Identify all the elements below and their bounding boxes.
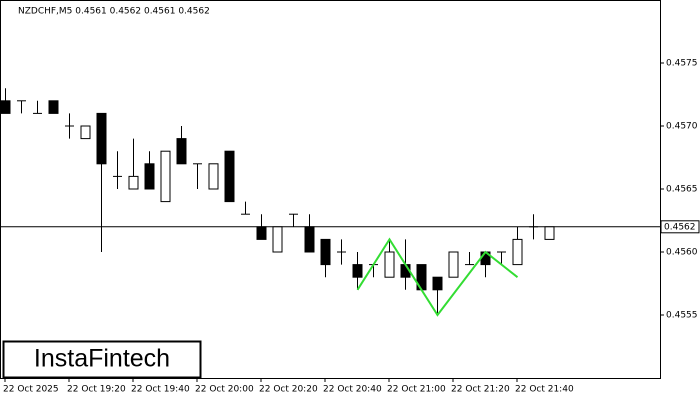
x-tick-label: 22 Oct 21:40 — [515, 385, 574, 395]
candle-body — [448, 251, 459, 278]
candle-body — [160, 150, 171, 203]
candle-body — [272, 226, 283, 253]
candle-body — [352, 264, 363, 278]
price-label: 0.4562 — [664, 222, 696, 232]
y-tick-label: 0.4565 — [666, 185, 698, 195]
candle-body — [128, 175, 139, 190]
candle-body — [96, 112, 107, 165]
y-tick-label: 0.4560 — [666, 248, 698, 258]
x-tick-label: 22 Oct 20:20 — [259, 385, 318, 395]
candle-body — [432, 276, 443, 291]
x-tick-label: 22 Oct 20:40 — [323, 385, 382, 395]
candle-body — [176, 138, 187, 165]
candle-body — [320, 238, 331, 266]
y-tick-label: 0.4555 — [666, 311, 698, 321]
plot-frame — [0, 0, 661, 379]
candle-body — [304, 226, 315, 253]
y-tick-label: 0.4570 — [666, 122, 698, 132]
candle-body — [256, 226, 267, 240]
candle-body — [48, 100, 59, 114]
x-tick-label: 22 Oct 2025 — [3, 385, 59, 395]
pattern-line — [356, 237, 519, 317]
candle-body — [208, 163, 219, 190]
x-tick-label: 22 Oct 20:00 — [195, 385, 254, 395]
x-tick-label: 22 Oct 21:20 — [451, 385, 510, 395]
candle-body — [384, 251, 395, 278]
candle-body — [544, 226, 555, 240]
candle-body — [512, 238, 523, 266]
y-tick-label: 0.4575 — [666, 59, 698, 69]
x-tick-label: 22 Oct 19:40 — [131, 385, 190, 395]
candle-body — [224, 150, 235, 203]
candle-body — [0, 100, 11, 114]
logo: InstaFintech — [34, 345, 170, 373]
logo-box — [2, 340, 202, 379]
x-tick-label: 22 Oct 19:20 — [67, 385, 126, 395]
candle-body — [80, 125, 91, 140]
price-label-box — [660, 220, 700, 234]
chart-title: NZDCHF,M5 0.4561 0.4562 0.4561 0.4562 — [18, 7, 210, 17]
candle-body — [144, 163, 155, 190]
x-tick-label: 22 Oct 21:00 — [387, 385, 446, 395]
